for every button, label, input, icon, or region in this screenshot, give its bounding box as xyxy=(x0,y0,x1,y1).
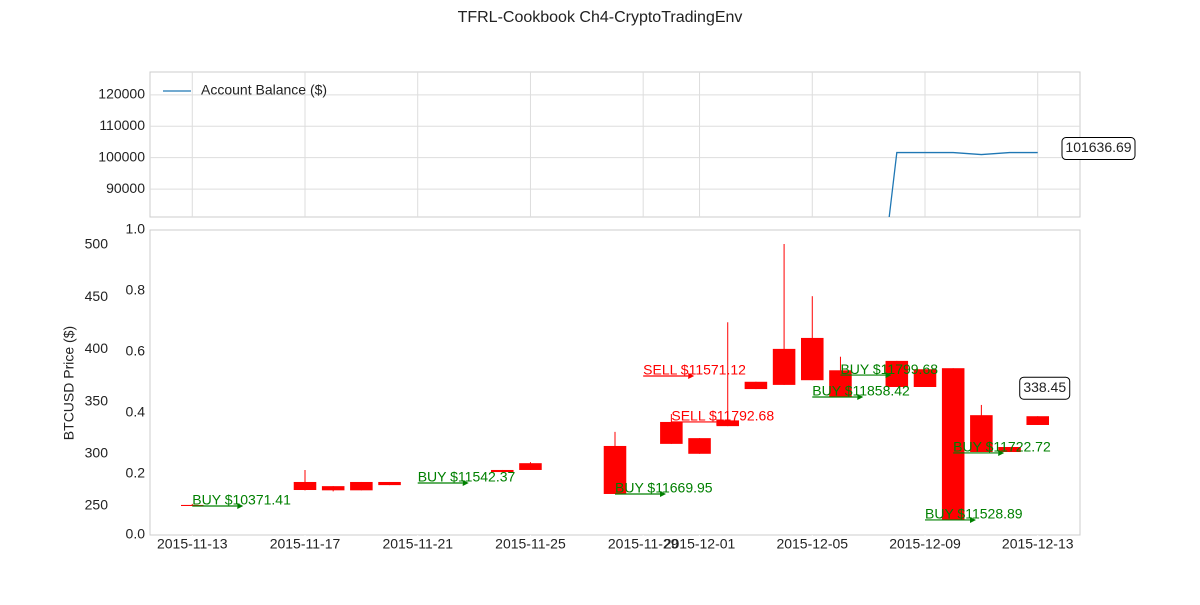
trade-arrow xyxy=(857,393,864,400)
x-tick-label: 2015-12-05 xyxy=(776,536,848,552)
trade-arrow xyxy=(660,490,666,497)
x-tick-label: 2015-11-25 xyxy=(495,536,566,552)
x-tick-label: 2015-12-01 xyxy=(664,536,736,552)
trade-label: SELL $11792.68 xyxy=(671,408,774,424)
trade-arrow xyxy=(885,372,892,379)
y2-tick-label: 0.6 xyxy=(126,343,146,359)
annotation-box xyxy=(1061,137,1136,161)
annotation-box xyxy=(1019,376,1071,400)
trade-label: BUY $11528.89 xyxy=(925,506,1023,522)
y-tick-label: 300 xyxy=(85,444,109,460)
trade-arrow xyxy=(237,502,244,509)
candle-body xyxy=(603,445,627,494)
y-tick-label: 500 xyxy=(85,236,109,252)
trade-label: BUY $11669.95 xyxy=(615,480,713,496)
candle-body xyxy=(350,481,373,491)
candle-body xyxy=(829,370,852,397)
trade-label: BUY $10371.41 xyxy=(192,492,291,508)
y2-tick-label: 0.2 xyxy=(126,465,146,481)
x-tick-label: 2015-11-21 xyxy=(382,536,453,552)
trade-label: BUY $11858.42 xyxy=(812,383,910,399)
y-tick-label: 250 xyxy=(85,497,109,513)
candle-body xyxy=(885,360,909,387)
candle-body xyxy=(688,438,711,454)
candle-body xyxy=(716,420,739,427)
candle-body xyxy=(1026,416,1049,425)
y2-tick-label: 1.0 xyxy=(126,221,146,237)
trade-arrow xyxy=(998,449,1005,456)
candle-body xyxy=(941,368,965,521)
x-tick-label: 2015-11-17 xyxy=(270,536,341,552)
y2-tick-label: 0.0 xyxy=(126,526,146,542)
candle-body xyxy=(293,481,317,491)
candle-body xyxy=(970,415,993,453)
trade-arrow xyxy=(716,418,723,425)
trade-arrow xyxy=(462,480,469,487)
x-tick-label: 2015-11-29 xyxy=(608,536,679,552)
candle-body xyxy=(801,337,824,381)
candle-body xyxy=(519,463,542,470)
trade-label: SELL $11571.12 xyxy=(643,362,746,378)
legend-label: Account Balance ($) xyxy=(201,82,327,98)
trade-arrow xyxy=(688,373,695,380)
y-tick-label: 450 xyxy=(85,288,109,304)
y-tick-label: 110000 xyxy=(99,117,145,133)
candle-body xyxy=(378,481,401,486)
candle-body xyxy=(913,369,937,387)
trade-label: BUY $11799.68 xyxy=(840,361,938,377)
y-tick-label: 120000 xyxy=(98,86,145,102)
y-tick-label: 400 xyxy=(85,340,109,356)
annotation: 101636.69 xyxy=(1065,139,1131,155)
candle-body xyxy=(321,486,345,491)
trade-arrow xyxy=(970,516,976,523)
y-axis-label: BTCUSD Price ($) xyxy=(61,326,77,440)
candle-body xyxy=(491,469,514,473)
y-tick-label: 350 xyxy=(85,392,109,408)
y-tick-label: 90000 xyxy=(106,180,145,196)
x-tick-label: 2015-12-09 xyxy=(889,536,961,552)
annotation: 338.45 xyxy=(1023,379,1066,395)
candle-body xyxy=(998,447,1021,453)
x-tick-label: 2015-11-13 xyxy=(157,536,228,552)
trade-label: BUY $11722.72 xyxy=(953,439,1051,455)
chart-title: TFRL-Cookbook Ch4-CryptoTradingEnv xyxy=(458,9,743,26)
balance-line xyxy=(888,151,1038,217)
candle-body xyxy=(660,421,683,444)
candle-body xyxy=(744,381,768,390)
trade-label: BUY $11542.37 xyxy=(418,469,516,485)
y2-tick-label: 0.8 xyxy=(126,282,146,298)
x-tick-label: 2015-12-13 xyxy=(1002,536,1074,552)
candle-body xyxy=(772,348,796,385)
y2-tick-label: 0.4 xyxy=(126,404,146,420)
y-tick-label: 100000 xyxy=(98,148,145,164)
